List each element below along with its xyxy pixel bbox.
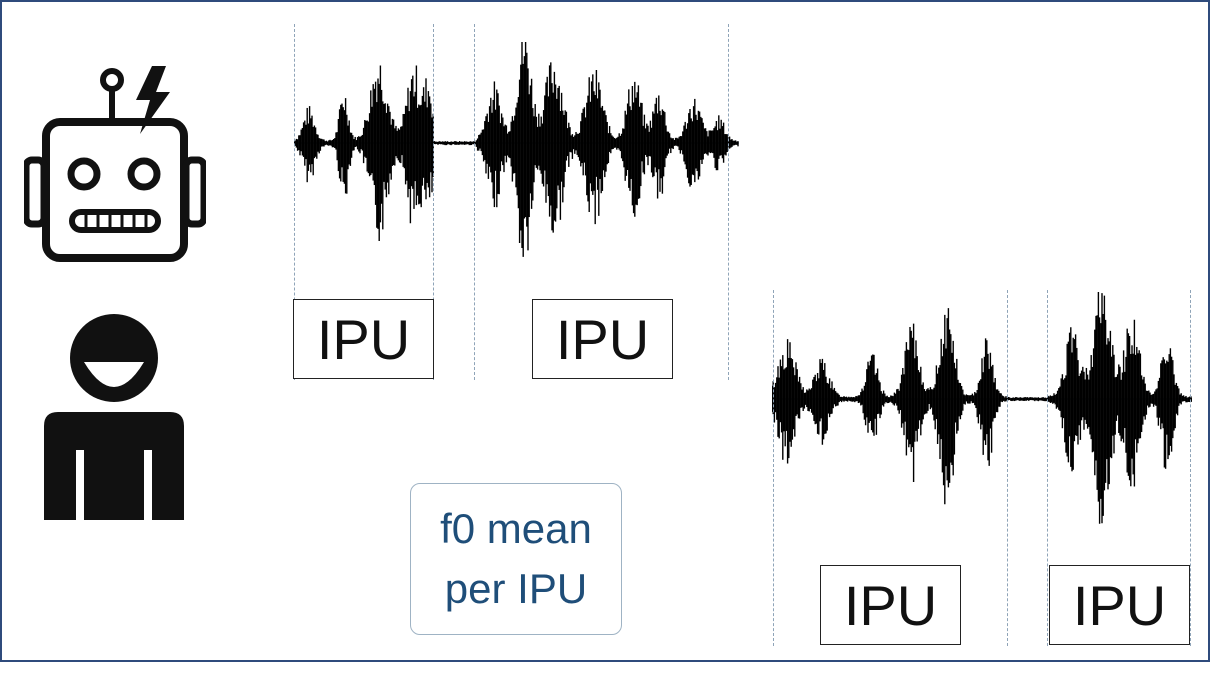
ipu-boundary bbox=[1047, 290, 1048, 646]
system-ipu-label-1: IPU bbox=[293, 299, 434, 379]
system-ipu-label-2: IPU bbox=[532, 299, 673, 379]
ipu-boundary bbox=[1190, 290, 1191, 646]
ipu-boundary bbox=[474, 24, 475, 380]
ipu-boundary bbox=[728, 24, 729, 380]
robot-icon bbox=[24, 66, 206, 262]
user-ipu-label-1: IPU bbox=[820, 565, 961, 645]
feature-line-1: f0 mean bbox=[440, 505, 592, 552]
system-waveform bbox=[294, 42, 739, 257]
diagram-canvas: IPU IPU IPU IPU f0 mean per IPU bbox=[0, 0, 1210, 662]
ipu-boundary bbox=[294, 24, 295, 380]
ipu-boundary bbox=[1007, 290, 1008, 646]
feature-line-2: per IPU bbox=[444, 565, 588, 612]
ipu-boundary bbox=[773, 290, 774, 646]
ipu-boundary bbox=[433, 24, 434, 380]
user-waveform bbox=[772, 292, 1192, 524]
person-icon bbox=[44, 314, 184, 520]
feature-label-box: f0 mean per IPU bbox=[410, 483, 622, 635]
user-ipu-label-2: IPU bbox=[1049, 565, 1190, 645]
